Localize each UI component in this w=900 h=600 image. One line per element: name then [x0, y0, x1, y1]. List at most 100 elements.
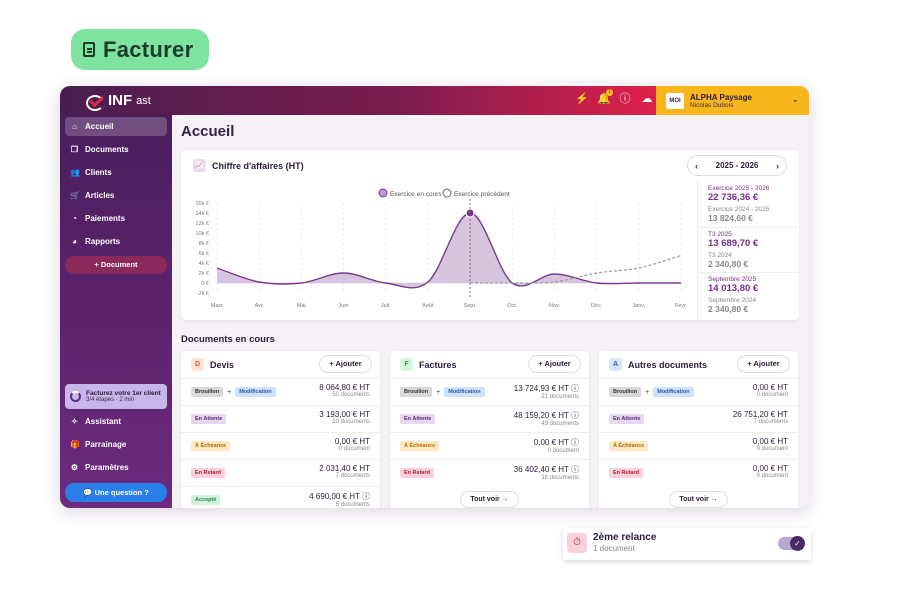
- x-tick-label: Oct.: [507, 303, 518, 309]
- document-count: 0 document: [756, 473, 788, 479]
- app-logo[interactable]: INF ast: [84, 92, 151, 111]
- onboarding-progress[interactable]: Facturez votre 1er client 3/4 étapes · 2…: [65, 384, 167, 409]
- sidebar-item-accueil[interactable]: ⌂ Accueil: [65, 117, 167, 136]
- doc-card-factures: F Factures + Ajouter Brouillon + Modification…: [390, 351, 589, 508]
- bell-icon[interactable]: 🔔 1: [597, 89, 613, 105]
- doc-status-row[interactable]: Brouillon + Modification 13 724,93 € HT ⓘ 21…: [390, 378, 589, 405]
- sidebar-item-label: Parrainage: [85, 440, 127, 449]
- doc-status-row[interactable]: À Échéance 0,00 € HT ⓘ 0 document: [390, 432, 589, 459]
- sidebar-item-parametres[interactable]: ⚙ Paramètres: [65, 458, 167, 477]
- company-logo: MOI: [666, 92, 684, 109]
- amount-value: 0,00 € HT: [533, 438, 569, 447]
- sidebar-item-label: Rapports: [85, 237, 121, 246]
- stat-prev-label: T3 2024: [708, 252, 732, 259]
- page-title: Accueil: [181, 123, 235, 140]
- status-badge: À Échéance: [400, 441, 440, 451]
- sparkle-icon: ✧: [71, 417, 78, 426]
- sidebar-item-parrainage[interactable]: 🎁 Parrainage: [65, 435, 167, 454]
- doc-status-row[interactable]: À Échéance 0,00 € HT 0 document: [181, 432, 380, 459]
- doc-status-row[interactable]: Brouillon + Modification 0,00 € HT 0 documen…: [599, 378, 798, 405]
- top-bar: INF ast ⚡ 🔔 1 ⓘ ☁ MOI ALPHA Paysage Nicola…: [60, 86, 809, 115]
- piggy-bank-icon: ◔: [72, 214, 77, 223]
- document-count: 21 documents: [541, 394, 579, 400]
- info-icon[interactable]: ⓘ: [568, 411, 579, 420]
- plus-icon: +: [227, 388, 232, 396]
- status-badge: Brouillon: [191, 387, 224, 397]
- amount-value: 48 159,20 € HT: [513, 411, 569, 420]
- y-tick-label: -2k €: [197, 291, 209, 297]
- stat-label: Exercice 2025 - 2026: [708, 185, 770, 192]
- doc-status-row[interactable]: Accepté 4 690,00 € HT ⓘ 5 documents: [181, 486, 380, 508]
- info-icon[interactable]: ⓘ: [568, 438, 579, 447]
- document-count: 7 documents: [753, 419, 788, 425]
- y-tick-label: 14k €: [196, 211, 209, 217]
- sidebar-item-articles[interactable]: 🛒 Articles: [65, 186, 167, 205]
- question-button[interactable]: 💬 Une question ?: [65, 483, 167, 502]
- help-icon[interactable]: ⓘ: [619, 93, 631, 105]
- stats-panel: Exercice 2025 - 2026 22 736,36 € Exercice …: [697, 181, 800, 320]
- gear-icon: ⚙: [70, 463, 79, 472]
- doc-status-row[interactable]: En Retard 2 031,40 € HT 7 documents: [181, 459, 380, 486]
- next-year-icon[interactable]: ›: [775, 160, 779, 171]
- logo-text-rest: ast: [136, 94, 151, 107]
- stat-prev-value: 2 340,80 €: [708, 259, 749, 269]
- sidebar-item-label: Paiements: [85, 214, 126, 223]
- amount-value: 8 064,80 € HT: [319, 383, 370, 392]
- doc-status-row[interactable]: À Échéance 0,00 € HT 0 document: [599, 432, 798, 459]
- documents-section-title: Documents en cours: [181, 334, 275, 345]
- y-tick-label: 12k €: [196, 221, 209, 227]
- logo-text-bold: INF: [108, 92, 133, 109]
- stat-block: T3 2025 13 689,70 € T3 2024 2 340,80 €: [708, 231, 798, 269]
- stat-divider: [698, 272, 800, 273]
- sidebar-item-paiements[interactable]: ◔ Paiements: [65, 209, 167, 228]
- stat-prev-value: 13 824,60 €: [708, 213, 753, 223]
- y-tick-label: 2k €: [199, 271, 209, 277]
- status-badge: À Échéance: [609, 441, 649, 451]
- doc-status-row[interactable]: Brouillon + Modification 8 064,80 € HT 50 do…: [181, 378, 380, 405]
- y-tick-label: 4k €: [199, 261, 209, 267]
- sidebar-item-assistant[interactable]: ✧ Assistant: [65, 412, 167, 431]
- stat-prev-label: Septembre 2024: [708, 297, 757, 304]
- info-icon[interactable]: ⓘ: [568, 465, 579, 474]
- chart-icon: ◕: [72, 237, 77, 246]
- prev-year-icon[interactable]: ‹: [695, 160, 698, 171]
- see-all-button[interactable]: Tout voir →: [669, 491, 728, 508]
- reminder-toggle[interactable]: ✓: [778, 536, 805, 551]
- status-badge: Brouillon: [400, 387, 433, 397]
- new-document-button[interactable]: + Document: [65, 256, 167, 274]
- app-window: INF ast ⚡ 🔔 1 ⓘ ☁ MOI ALPHA Paysage Nicola…: [60, 86, 809, 508]
- status-badge: En Attente: [609, 414, 645, 424]
- top-icons: ⚡ 🔔 1 ⓘ ☁: [575, 89, 653, 105]
- add-button[interactable]: + Ajouter: [319, 355, 372, 373]
- sidebar-item-label: Paramètres: [85, 463, 129, 472]
- add-button[interactable]: + Ajouter: [737, 355, 790, 373]
- doc-status-row[interactable]: En Attente 3 193,00 € HT 10 documents: [181, 405, 380, 432]
- info-icon[interactable]: ⓘ: [359, 492, 370, 501]
- cloud-icon[interactable]: ☁: [641, 93, 653, 105]
- plus-icon: +: [645, 388, 650, 396]
- doc-status-row[interactable]: En Retard 0,00 € HT 0 document: [599, 459, 798, 486]
- sidebar-item-documents[interactable]: ❐ Documents: [65, 140, 167, 159]
- documents-icon: ❐: [70, 145, 79, 154]
- info-icon[interactable]: ⓘ: [568, 384, 579, 393]
- stat-label: Septembre 2025: [708, 276, 757, 283]
- company-switcher[interactable]: MOI ALPHA Paysage Nicolas Dubois ⌄: [656, 86, 809, 115]
- amount-value: 36 402,40 € HT: [513, 465, 569, 474]
- stat-label: T3 2025: [708, 231, 732, 238]
- amount-value: 2 031,40 € HT: [319, 464, 370, 473]
- lightning-icon[interactable]: ⚡: [575, 93, 589, 105]
- user-name: Nicolas Dubois: [690, 101, 734, 109]
- sidebar-item-clients[interactable]: 👥 Clients: [65, 163, 167, 182]
- status-badge: Accepté: [191, 495, 221, 505]
- doc-status-row[interactable]: En Attente 26 751,20 € HT 7 documents: [599, 405, 798, 432]
- sidebar-item-rapports[interactable]: ◕ Rapports: [65, 232, 167, 251]
- see-all-button[interactable]: Tout voir →: [460, 491, 519, 508]
- stat-prev-value: 2 340,80 €: [708, 304, 749, 314]
- year-range: 2025 - 2026: [715, 161, 759, 170]
- doc-status-row[interactable]: En Retard 36 402,40 € HT ⓘ 38 documents: [390, 459, 589, 486]
- doc-status-row[interactable]: En Attente 48 159,20 € HT ⓘ 43 documents: [390, 405, 589, 432]
- document-count: 38 documents: [541, 475, 579, 481]
- facturer-badge: Facturer: [71, 29, 210, 70]
- status-badge: Modification: [653, 387, 694, 397]
- add-button[interactable]: + Ajouter: [528, 355, 581, 373]
